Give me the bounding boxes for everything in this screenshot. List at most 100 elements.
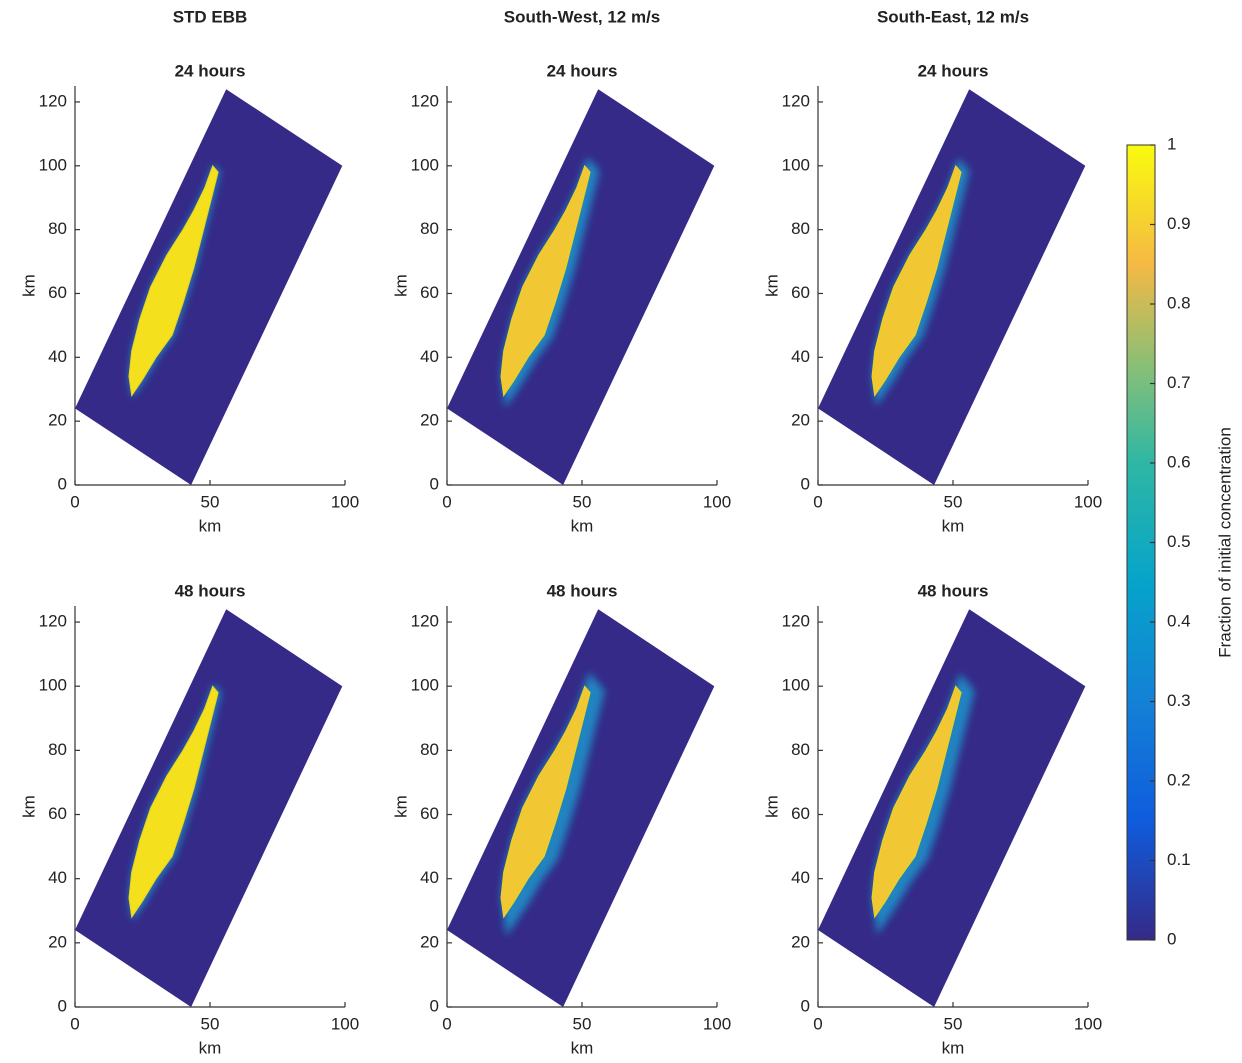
y-tick-label: 20 [791,932,810,951]
y-tick-label: 120 [39,91,67,110]
y-tick-label: 0 [801,474,810,493]
y-tick-label: 40 [420,868,439,887]
colorbar-tick-label: 0.2 [1167,770,1191,789]
y-tick-label: 40 [791,347,810,366]
y-tick-label: 60 [791,804,810,823]
column-title: STD EBB [173,7,248,26]
panel-title: 48 hours [547,581,618,600]
x-tick-label: 100 [703,492,731,511]
y-tick-label: 80 [420,219,439,238]
colorbar-tick-label: 0.9 [1167,214,1191,233]
y-tick-label: 120 [39,612,67,631]
y-tick-label: 80 [48,740,67,759]
y-axis-label: km [19,274,38,297]
y-tick-label: 40 [48,868,67,887]
y-tick-label: 100 [39,155,67,174]
column-title: South-East, 12 m/s [877,7,1029,26]
x-tick-label: 0 [442,492,451,511]
colorbar-tick-label: 1 [1167,134,1176,153]
y-tick-label: 100 [39,676,67,695]
y-tick-label: 0 [58,474,67,493]
y-tick-label: 60 [420,283,439,302]
colorbar-tick-label: 0.8 [1167,293,1191,312]
x-tick-label: 100 [1074,492,1102,511]
plume [500,164,591,397]
panel-title: 48 hours [175,581,246,600]
y-tick-label: 100 [782,155,810,174]
colorbar-tick-label: 0.6 [1167,452,1191,471]
x-tick-label: 0 [813,492,822,511]
y-tick-label: 60 [791,283,810,302]
y-tick-label: 100 [411,155,439,174]
y-tick-label: 120 [411,91,439,110]
x-tick-label: 50 [944,492,963,511]
panel-title: 24 hours [547,61,618,80]
y-tick-label: 0 [58,996,67,1015]
y-tick-label: 120 [782,91,810,110]
x-tick-label: 0 [813,1014,822,1033]
x-tick-label: 0 [70,492,79,511]
panel-title: 24 hours [918,61,989,80]
x-tick-label: 100 [703,1014,731,1033]
y-tick-label: 120 [411,612,439,631]
plume [871,164,962,397]
y-tick-label: 120 [782,612,810,631]
y-tick-label: 20 [791,411,810,430]
column-title: South-West, 12 m/s [504,7,661,26]
y-tick-label: 20 [48,411,67,430]
model-domain [447,89,715,485]
x-axis-label: km [942,516,965,535]
y-tick-label: 40 [420,347,439,366]
model-domain [818,609,1086,1007]
y-tick-label: 60 [48,804,67,823]
y-tick-label: 20 [420,411,439,430]
y-tick-label: 80 [791,740,810,759]
panel-title: 48 hours [918,581,989,600]
x-tick-label: 100 [1074,1014,1102,1033]
y-tick-label: 80 [791,219,810,238]
x-tick-label: 0 [70,1014,79,1033]
x-tick-label: 50 [201,492,220,511]
colorbar-label: Fraction of initial concentration [1215,427,1234,658]
x-tick-label: 100 [331,1014,359,1033]
x-tick-label: 0 [442,1014,451,1033]
model-domain [447,609,715,1007]
y-axis-label: km [391,274,410,297]
colorbar-tick-label: 0.3 [1167,691,1191,710]
plume [128,685,219,919]
colorbar-tick-label: 0 [1167,929,1176,948]
x-tick-label: 50 [201,1014,220,1033]
y-tick-label: 0 [430,474,439,493]
y-tick-label: 20 [48,932,67,951]
colorbar-tick-label: 0.4 [1167,611,1191,630]
x-axis-label: km [942,1038,965,1057]
y-tick-label: 0 [430,996,439,1015]
x-axis-label: km [199,1038,222,1057]
y-tick-label: 0 [801,996,810,1015]
colorbar-tick-label: 0.1 [1167,850,1191,869]
panel-title: 24 hours [175,61,246,80]
x-tick-label: 50 [573,492,592,511]
y-axis-label: km [391,795,410,818]
y-tick-label: 100 [782,676,810,695]
x-axis-label: km [571,1038,594,1057]
plume [500,685,591,919]
x-tick-label: 50 [944,1014,963,1033]
colorbar-tick-label: 0.5 [1167,532,1191,551]
x-axis-label: km [199,516,222,535]
y-tick-label: 100 [411,676,439,695]
model-domain [75,609,343,1007]
y-axis-label: km [762,274,781,297]
plume [871,685,962,919]
y-axis-label: km [19,795,38,818]
model-domain [75,89,343,485]
x-tick-label: 50 [573,1014,592,1033]
y-tick-label: 80 [420,740,439,759]
x-axis-label: km [571,516,594,535]
colorbar-tick-label: 0.7 [1167,373,1191,392]
y-tick-label: 40 [48,347,67,366]
y-tick-label: 40 [791,868,810,887]
y-axis-label: km [762,795,781,818]
y-tick-label: 60 [48,283,67,302]
